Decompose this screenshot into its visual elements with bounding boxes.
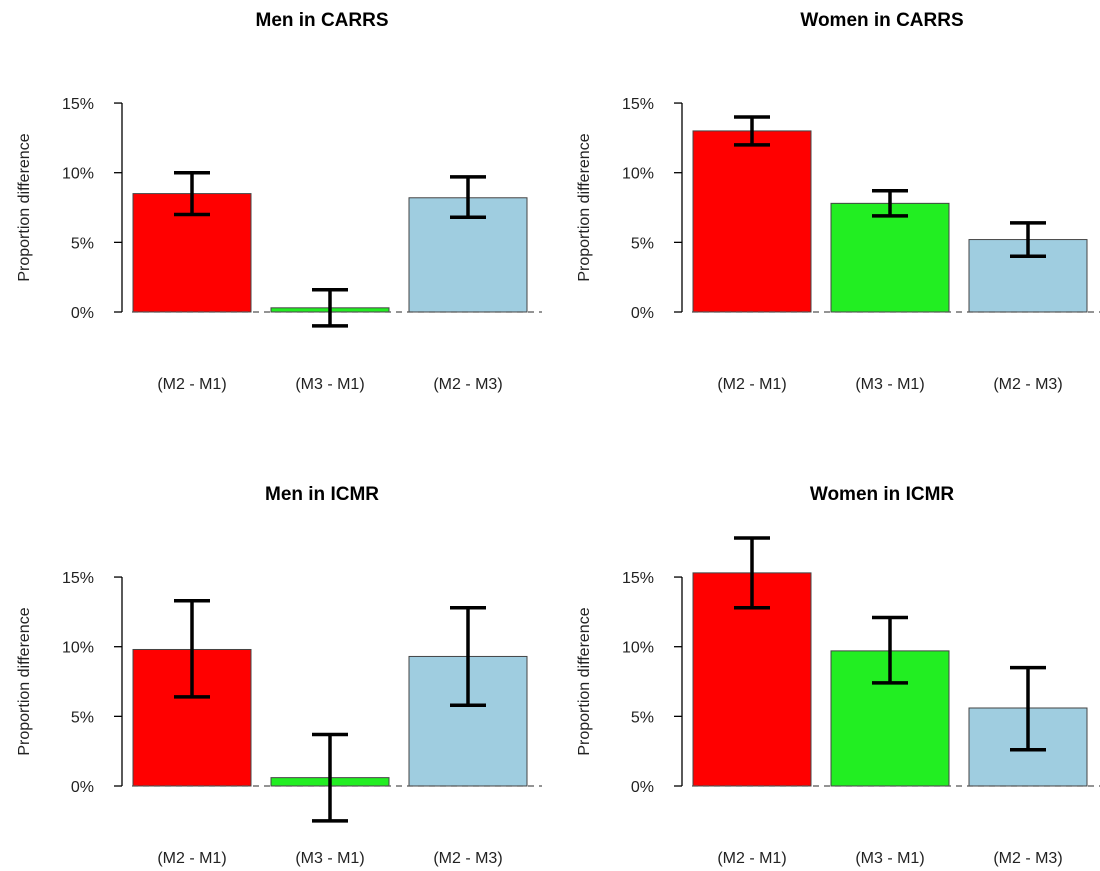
category-label: (M2 - M1): [717, 850, 786, 867]
y-axis-label: Proportion difference: [576, 607, 593, 755]
category-label: (M2 - M3): [993, 376, 1062, 393]
category-label: (M3 - M1): [855, 850, 924, 867]
y-tick-label: 15%: [622, 570, 654, 587]
y-tick-label: 10%: [62, 640, 94, 657]
chart-panel: Women in ICMR Proportion difference 0% 5% 10…: [576, 484, 1100, 867]
y-tick-label: 10%: [622, 166, 654, 183]
bar: [830, 202, 950, 313]
chart-panel: Women in CARRS Proportion difference 0% 5% 1…: [576, 10, 1100, 393]
category-label: (M3 - M1): [295, 850, 364, 867]
y-tick-label: 0%: [631, 305, 654, 322]
chart-title: Women in ICMR: [810, 484, 955, 505]
y-tick-label: 10%: [622, 640, 654, 657]
y-tick-label: 10%: [62, 166, 94, 183]
bar: [692, 130, 812, 313]
y-tick-label: 15%: [62, 96, 94, 113]
category-label: (M2 - M1): [717, 376, 786, 393]
category-label: (M3 - M1): [295, 376, 364, 393]
y-axis-label: Proportion difference: [16, 607, 33, 755]
y-axis-label: Proportion difference: [576, 133, 593, 281]
chart-title: Men in CARRS: [256, 10, 389, 31]
y-tick-label: 5%: [631, 709, 654, 726]
y-tick-label: 0%: [631, 779, 654, 796]
category-label: (M2 - M3): [993, 850, 1062, 867]
y-tick-label: 5%: [631, 235, 654, 252]
chart-panel: Men in ICMR Proportion difference 0% 5% 10% 1…: [16, 484, 542, 867]
y-tick-label: 15%: [622, 96, 654, 113]
category-label: (M2 - M1): [157, 850, 226, 867]
chart-panel: Men in CARRS Proportion difference 0% 5% 10%…: [16, 10, 542, 393]
y-axis-label: Proportion difference: [16, 133, 33, 281]
category-label: (M3 - M1): [855, 376, 924, 393]
y-tick-label: 5%: [71, 235, 94, 252]
category-label: (M2 - M1): [157, 376, 226, 393]
chart-title: Women in CARRS: [800, 10, 963, 31]
category-label: (M2 - M3): [433, 850, 502, 867]
y-tick-label: 0%: [71, 779, 94, 796]
y-tick-label: 15%: [62, 570, 94, 587]
y-tick-label: 5%: [71, 709, 94, 726]
y-tick-label: 0%: [71, 305, 94, 322]
category-label: (M2 - M3): [433, 376, 502, 393]
chart-title: Men in ICMR: [265, 484, 379, 505]
